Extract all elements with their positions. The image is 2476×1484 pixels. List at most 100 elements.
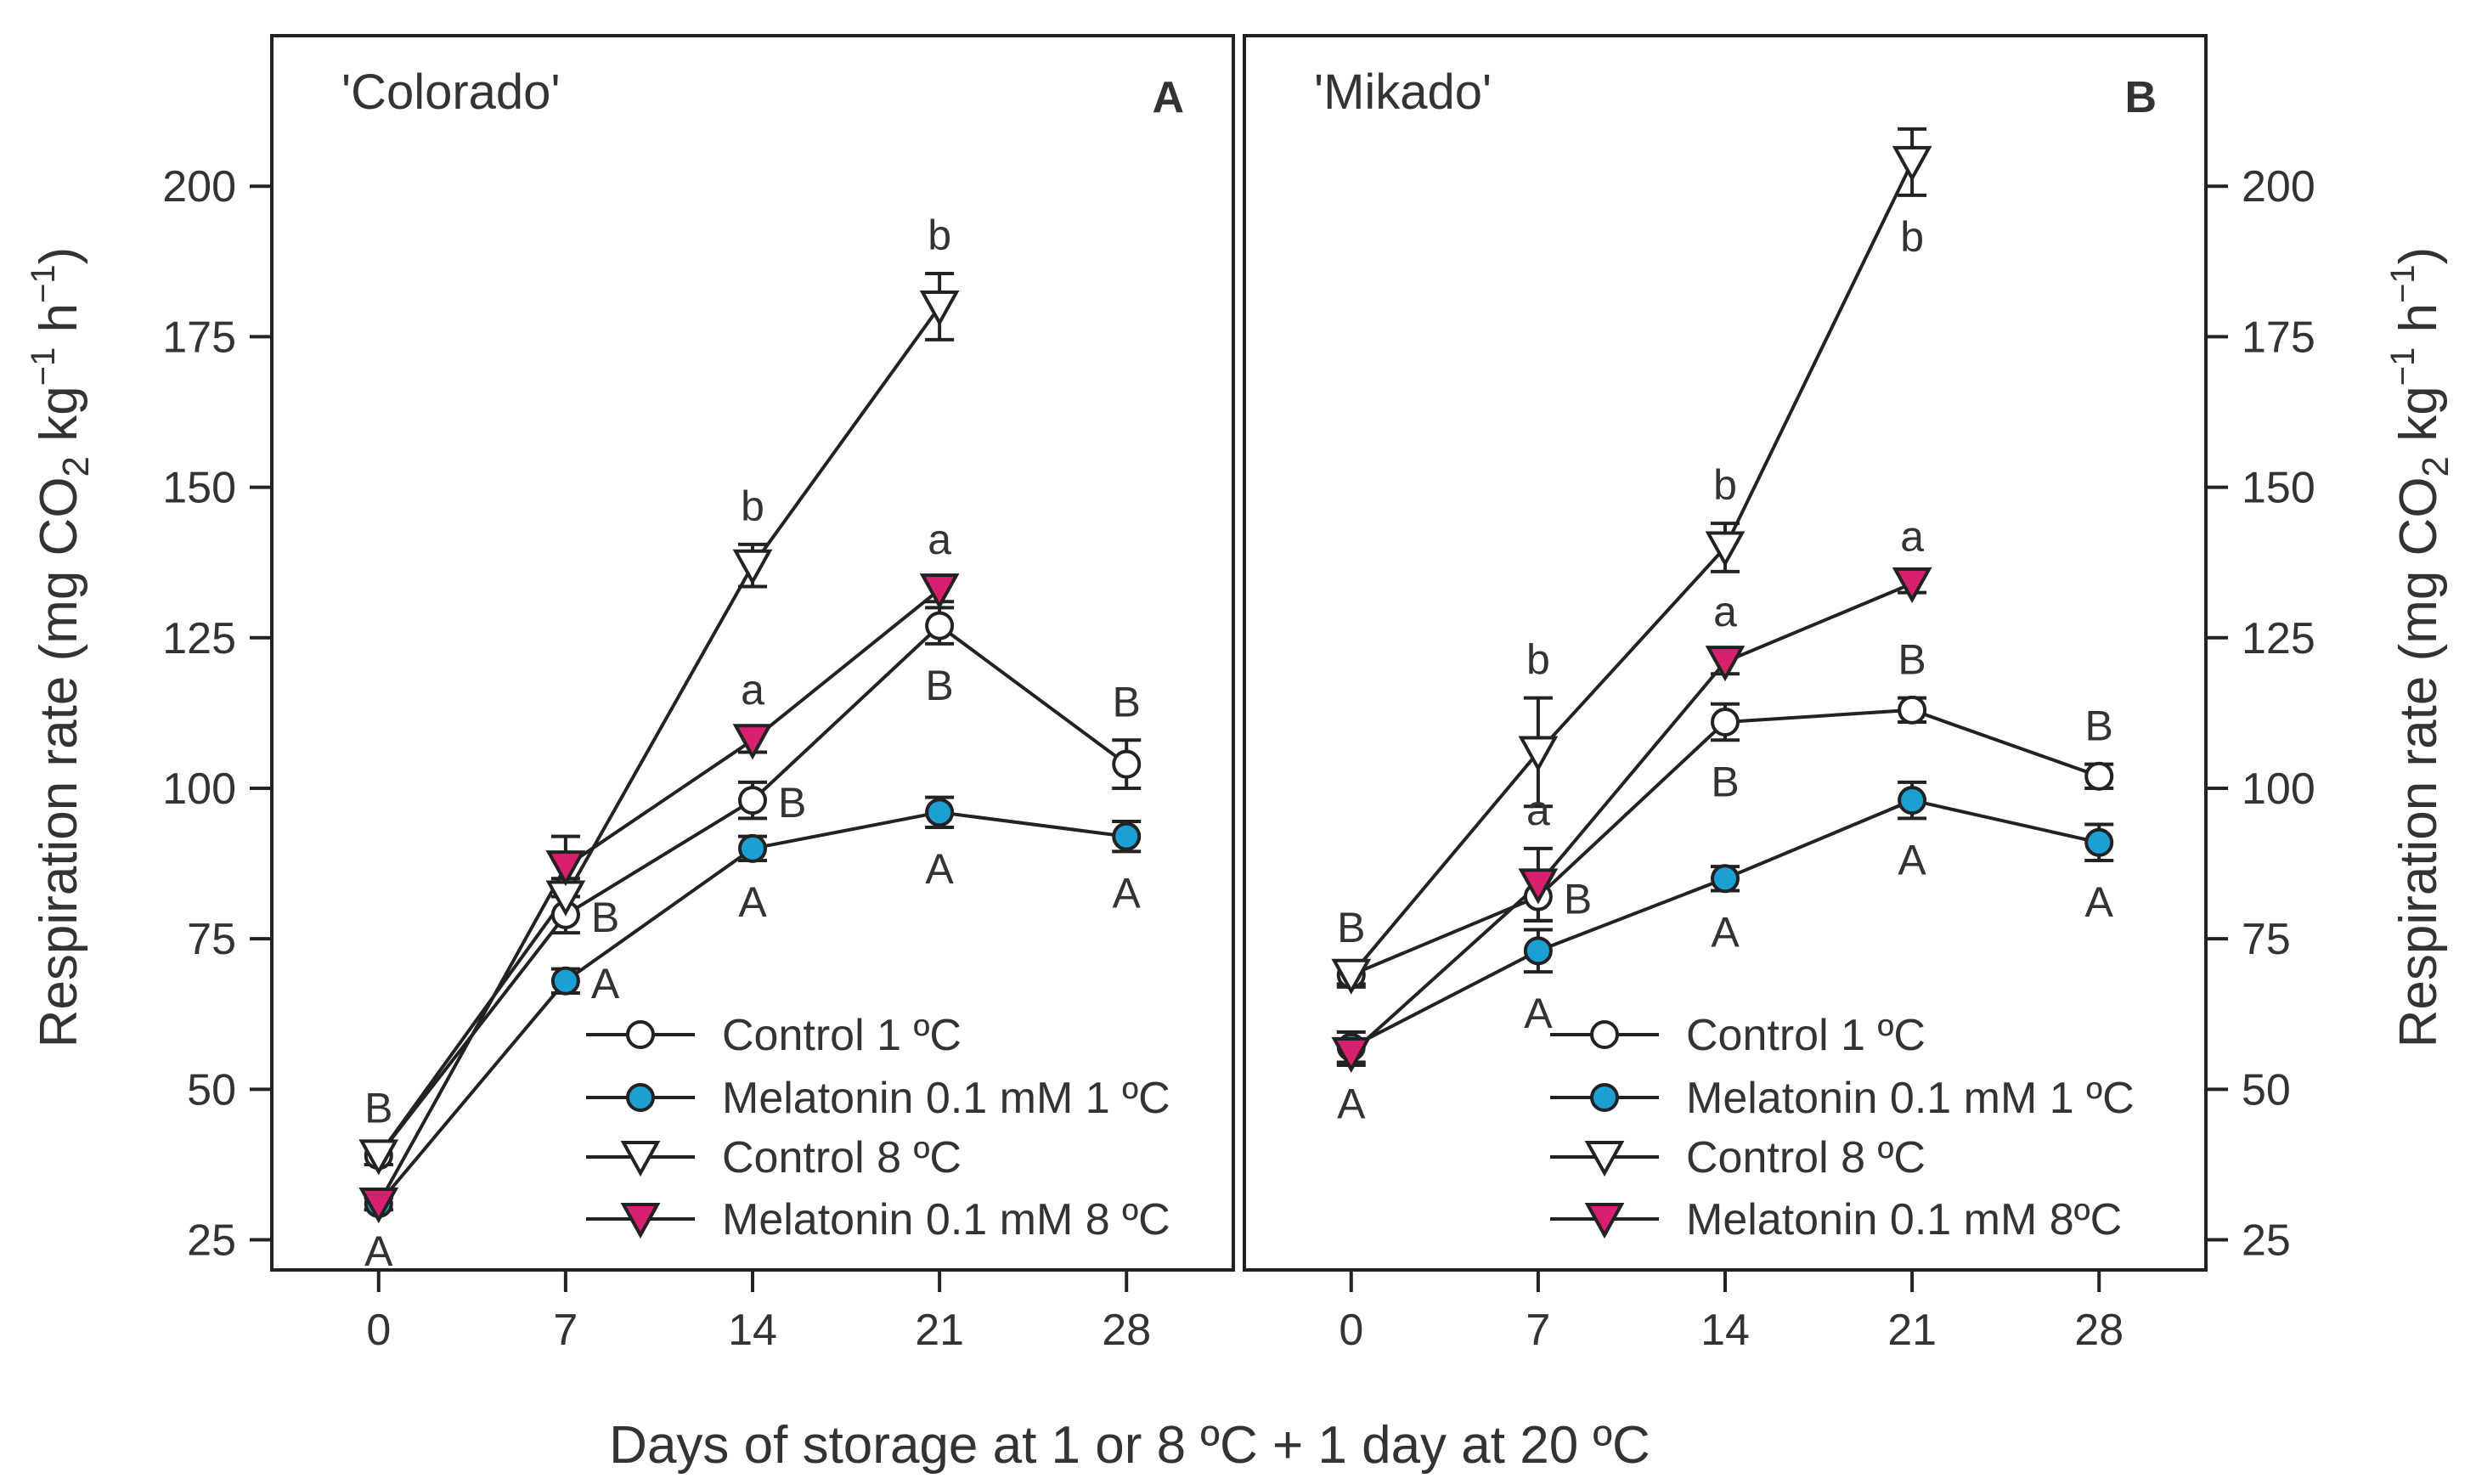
data-point [1705, 646, 1746, 682]
x-tick-label: 28 [1102, 1306, 1151, 1355]
data-point [2084, 827, 2114, 857]
legend-label: Melatonin 0.1 mM 1 ºC [1686, 1074, 2135, 1123]
y-tick-label: 75 [187, 915, 236, 964]
y-tick-label: 150 [162, 464, 236, 513]
significance-label: A [591, 960, 620, 1007]
data-point [1523, 936, 1553, 966]
legend-marker [1590, 1083, 1619, 1112]
data-point [919, 573, 960, 610]
panel-letter: A [1152, 73, 1184, 122]
data-point [358, 1139, 399, 1176]
data-point [1331, 958, 1372, 995]
legend-label: Control 8 ºC [1686, 1133, 1926, 1182]
panel-letter: B [2124, 73, 2157, 122]
significance-label: B [364, 1085, 392, 1132]
significance-label: b [928, 212, 951, 259]
significance-label: B [925, 662, 953, 709]
x-tick-label: 14 [728, 1306, 777, 1355]
legend-label: Control 1 ºC [1686, 1011, 1926, 1060]
data-point [732, 724, 773, 760]
significance-label: B [2085, 703, 2113, 750]
series-line [377, 305, 941, 1157]
data-point [1898, 786, 1927, 815]
y-tick-label: 200 [2242, 162, 2315, 212]
legend-marker [620, 1203, 661, 1239]
data-point [1331, 1036, 1372, 1073]
data-point [358, 1188, 399, 1224]
legend-label: Control 8 ºC [722, 1133, 962, 1182]
data-point [2084, 761, 2114, 791]
data-point [1892, 567, 1932, 604]
significance-label: B [591, 894, 619, 941]
significance-label: A [1337, 1080, 1366, 1127]
significance-label: b [1713, 461, 1737, 509]
significance-label: b [1900, 213, 1924, 261]
y-axis-title-right: Respiration rate (mg CO2 kg−1 h−1) [2384, 247, 2456, 1048]
panel-mikado: 0 7 14 21 28 25 50 75 100 125 150 175 200 'Mikado' B B B… [1243, 34, 2315, 1355]
x-tick-label: 21 [915, 1306, 964, 1355]
data-point [1711, 864, 1740, 894]
y-tick-label: 100 [2242, 765, 2315, 814]
significance-label: A [738, 878, 767, 926]
y-tick-label: 175 [2242, 313, 2315, 362]
significance-label: A [925, 845, 954, 893]
panel-colorado: 0 7 14 21 28 25 50 75 100 125 150 175 200 'Colorado' A… [162, 34, 1235, 1355]
y-tick-label: 175 [162, 313, 236, 362]
x-tick-label: 7 [553, 1306, 578, 1355]
significance-label: a [928, 516, 951, 563]
significance-label: a [1900, 512, 1924, 560]
series-line [1350, 582, 1913, 1055]
y-tick-label: 150 [2242, 464, 2315, 513]
significance-label: A [1113, 869, 1142, 917]
x-axis-title: Days of storage at 1 or 8 ºC + 1 day at … [609, 1416, 1650, 1475]
significance-label: B [1711, 758, 1739, 805]
panel-title: 'Mikado' [1314, 65, 1492, 120]
y-tick-label: 125 [162, 614, 236, 663]
legend-label: Control 1 ºC [722, 1011, 962, 1060]
significance-label: B [1564, 876, 1592, 923]
significance-label: B [1337, 904, 1365, 951]
significance-label: B [1113, 678, 1141, 725]
x-tick-label: 28 [2074, 1306, 2123, 1355]
y-tick-label: 200 [162, 162, 236, 212]
data-point [550, 966, 580, 996]
data-point [1711, 708, 1740, 737]
series-line [1350, 161, 1914, 976]
significance-label: A [2085, 878, 2114, 926]
data-point [738, 786, 767, 815]
significance-label: a [741, 666, 764, 714]
legend-label: Melatonin 0.1 mM 1 ºC [722, 1074, 1170, 1123]
y-axis-title-left: Respiration rate (mg CO2 kg−1 h−1) [25, 247, 97, 1048]
legend-marker [620, 1141, 661, 1177]
legend-marker [1584, 1203, 1625, 1239]
x-tick-label: 0 [1339, 1306, 1363, 1355]
y-tick-label: 50 [187, 1065, 236, 1114]
data-point [1518, 736, 1559, 772]
significance-label: A [1711, 908, 1740, 956]
significance-label: B [778, 779, 806, 827]
series-line [377, 588, 941, 1205]
significance-label: a [1526, 787, 1550, 834]
data-point [925, 798, 955, 827]
y-tick-label: 125 [2242, 614, 2315, 663]
x-tick-label: 7 [1526, 1306, 1550, 1355]
data-point [732, 549, 773, 585]
legend-marker [626, 1020, 655, 1049]
significance-label: B [1898, 636, 1926, 684]
y-tick-label: 25 [187, 1216, 236, 1266]
significance-label: b [741, 482, 764, 530]
y-tick-label: 100 [162, 765, 236, 814]
data-point [545, 850, 586, 887]
data-point [1705, 531, 1746, 567]
significance-label: A [364, 1227, 393, 1275]
y-tick-label: 25 [2242, 1216, 2291, 1266]
significance-label: A [1524, 990, 1553, 1037]
legend-marker [1590, 1020, 1619, 1049]
data-point [738, 833, 767, 863]
legend-label: Melatonin 0.1 mM 8ºC [1686, 1195, 2122, 1244]
significance-label: b [1526, 636, 1550, 684]
x-tick-label: 0 [366, 1306, 391, 1355]
data-point [1112, 821, 1142, 851]
y-tick-label: 50 [2242, 1065, 2291, 1114]
data-point [1898, 695, 1927, 725]
